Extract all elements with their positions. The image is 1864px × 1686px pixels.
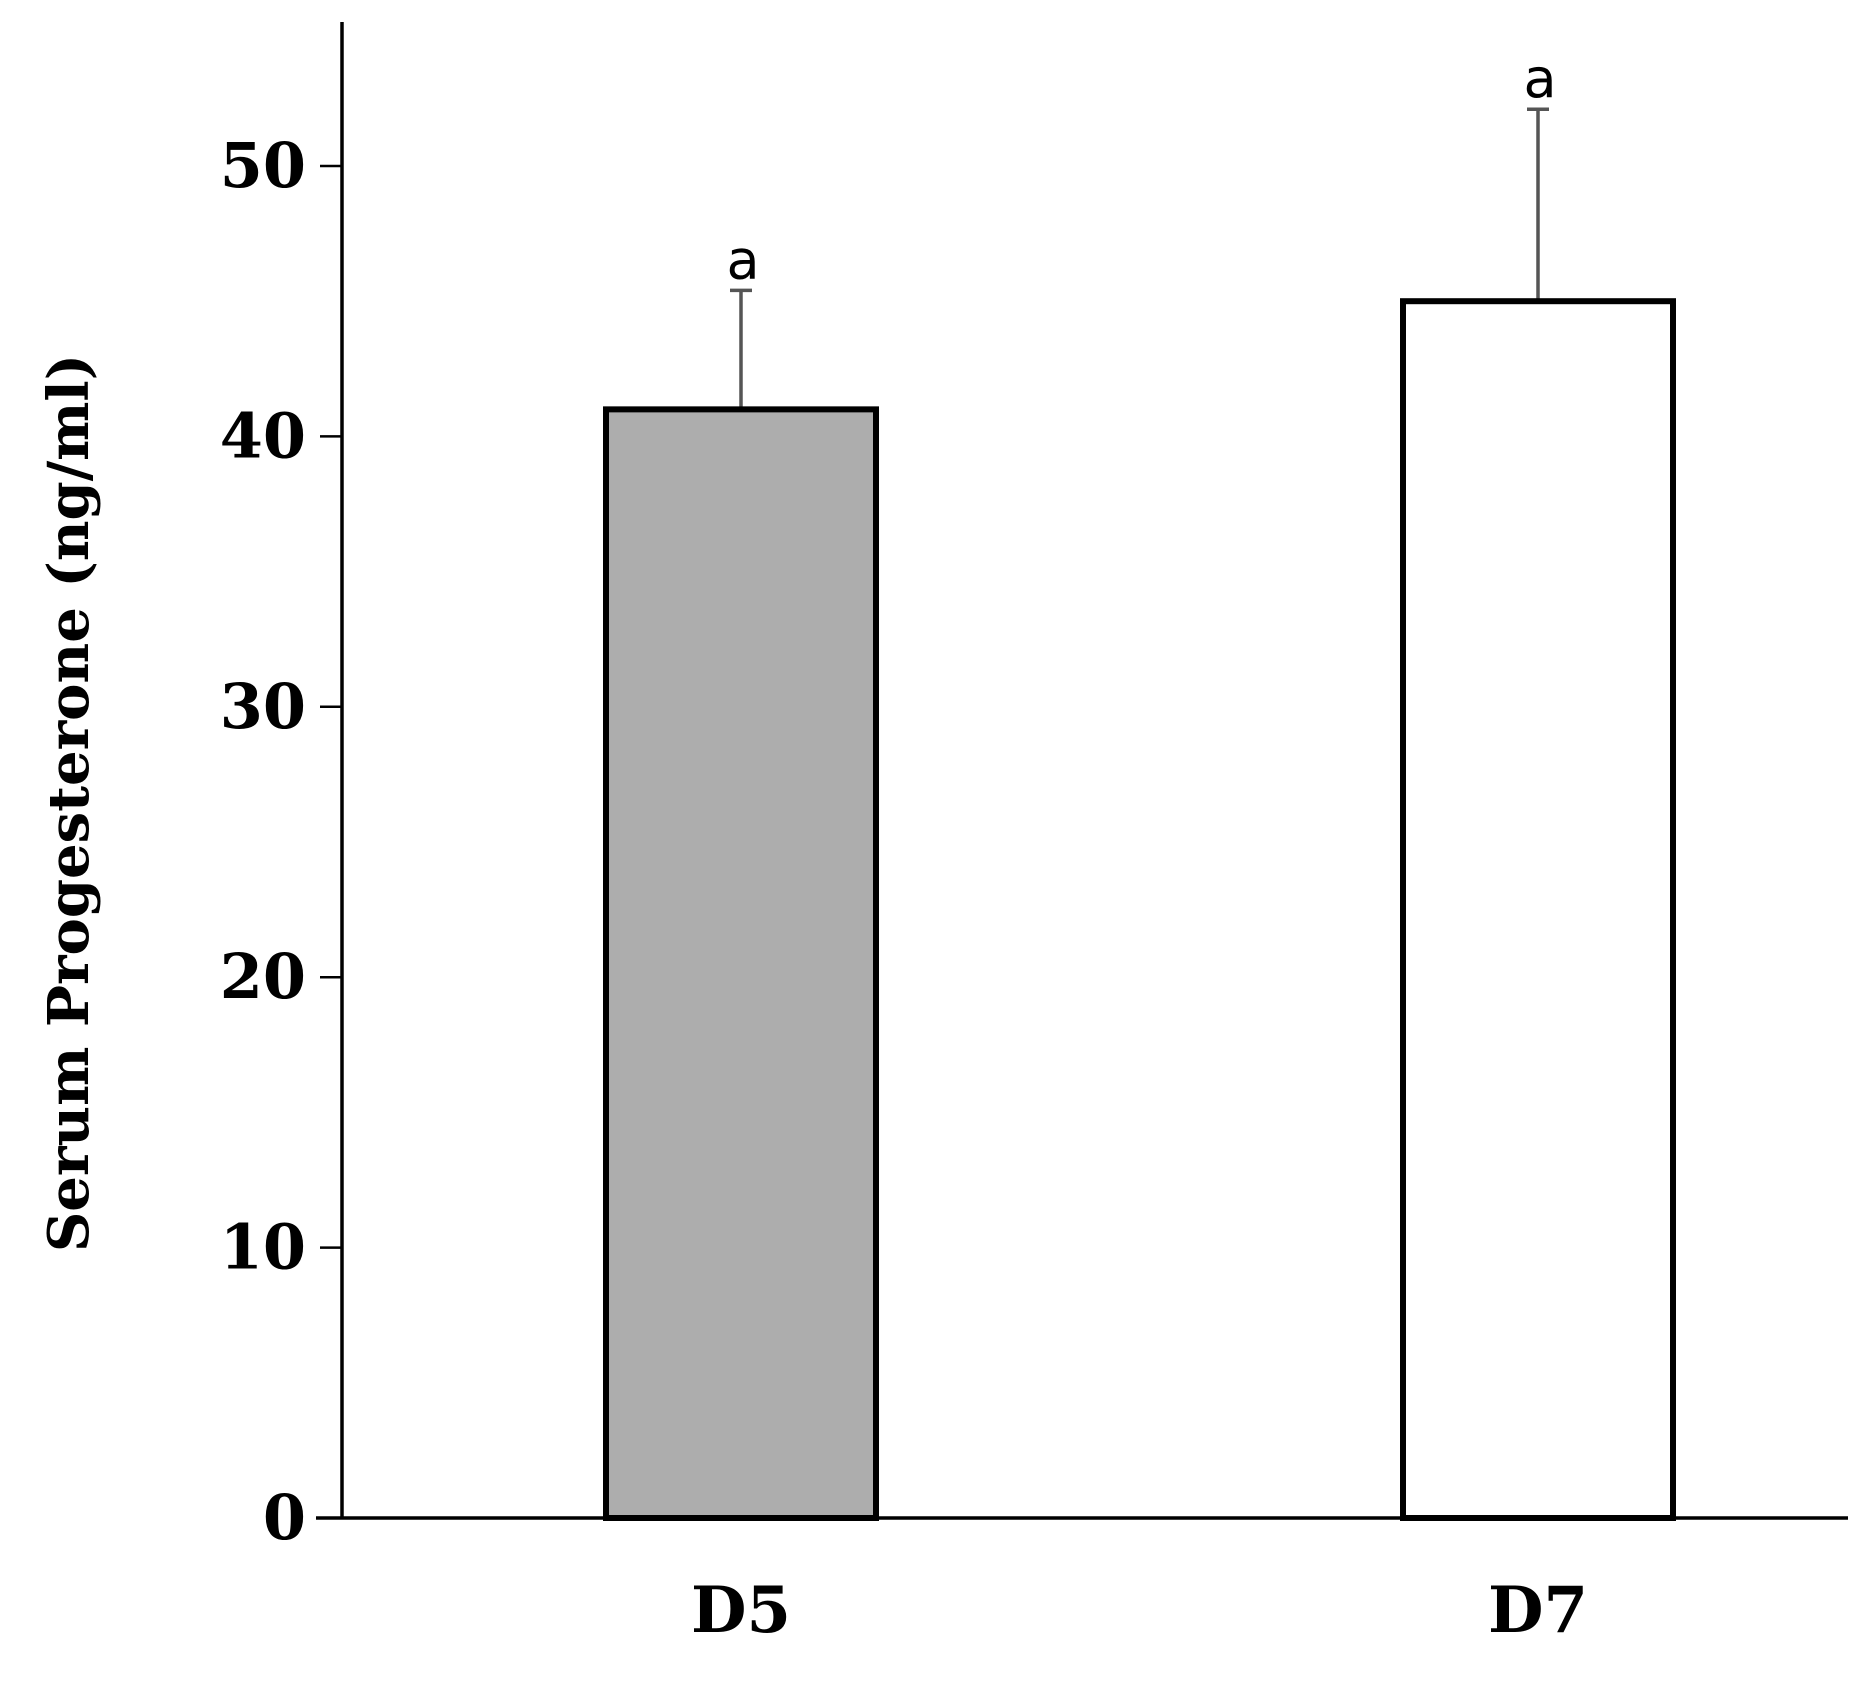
category-label-d7: D7 <box>1488 1573 1588 1648</box>
bar-d5 <box>603 406 879 1521</box>
y-tick-label-0: 0 <box>263 1481 306 1554</box>
significance-label-d5: a <box>726 228 759 291</box>
bar-d7 <box>1400 298 1676 1522</box>
category-label-d5: D5 <box>691 1573 791 1648</box>
y-axis-ticks: 0 10 20 30 40 50 <box>220 129 342 1554</box>
y-tick-label-10: 10 <box>220 1211 306 1284</box>
y-axis-title: Serum Progesterone (ng/ml) <box>36 354 102 1252</box>
y-tick-label-40: 40 <box>220 399 306 472</box>
significance-label-d7: a <box>1523 47 1556 110</box>
y-tick-label-20: 20 <box>220 940 306 1013</box>
bars-group: aa <box>603 47 1676 1522</box>
y-tick-label-50: 50 <box>220 129 306 202</box>
category-labels: D5 D7 <box>691 1573 1588 1648</box>
y-tick-label-30: 30 <box>220 670 306 743</box>
